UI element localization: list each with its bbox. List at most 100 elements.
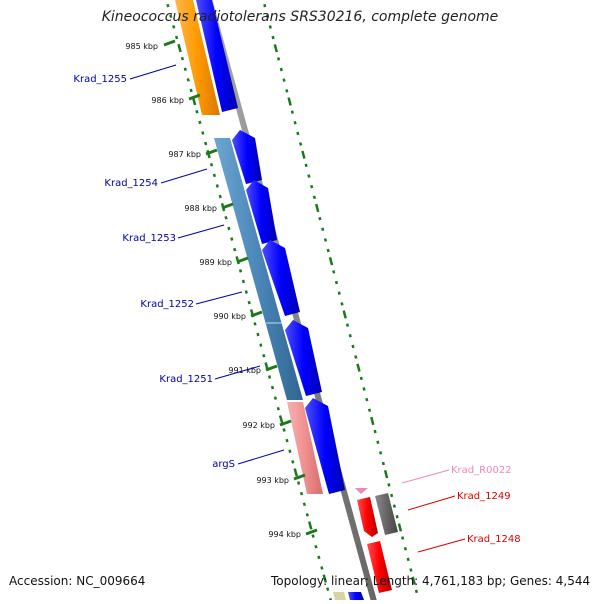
tick-dot: [279, 67, 283, 72]
gene-label-krad-1251[interactable]: Krad_1251: [159, 374, 213, 385]
tick-dot: [169, 14, 173, 19]
tick-dot: [317, 555, 321, 560]
tick-dot: [285, 89, 289, 93]
tick-dot: [305, 513, 309, 517]
tick-dot: [409, 568, 413, 572]
tick-dot: [285, 438, 289, 443]
tick-dot: [345, 323, 350, 327]
gene-label-krad-r0022[interactable]: Krad_R0022: [451, 465, 512, 476]
tick-dot: [367, 408, 372, 412]
tick-dot: [411, 576, 416, 585]
tick-dot: [328, 256, 334, 266]
tick-dot: [253, 322, 257, 326]
tick-dot: [273, 396, 278, 400]
tick-dot: [276, 57, 281, 61]
tick-dot: [298, 142, 303, 146]
tick-dot: [356, 363, 361, 372]
tick-dot: [195, 110, 199, 114]
tick-dot: [326, 587, 330, 591]
tick-dot: [290, 110, 294, 114]
tick-dot: [166, 3, 170, 8]
tick-dot: [293, 468, 299, 477]
ruler-tick: [265, 364, 278, 372]
tick-dot: [390, 493, 394, 498]
cds-arrow-krad-1253a[interactable]: [246, 180, 277, 244]
tick-dot: [397, 523, 403, 532]
tick-dot: [271, 35, 275, 40]
gene-label-krad-1254[interactable]: Krad_1254: [104, 178, 158, 189]
cds-arrow-krad-1253b[interactable]: [262, 240, 300, 316]
tick-dot: [314, 544, 318, 549]
tick-dot: [401, 536, 405, 540]
tick-dot: [406, 557, 410, 562]
tick-dot: [307, 521, 313, 530]
tick-dot: [256, 332, 260, 337]
tick-dot: [288, 449, 292, 454]
tick-dot: [291, 460, 295, 464]
cds-arrow-args[interactable]: [305, 398, 345, 494]
tick-dot: [359, 376, 363, 381]
gene-region-krad-1251-1254[interactable]: [214, 138, 303, 400]
tick-dot: [373, 429, 377, 434]
tick-dot: [270, 385, 275, 390]
leader-krad-1252: [195, 291, 243, 305]
cds-arrow-krad-1249[interactable]: [357, 497, 378, 537]
tick-dot: [378, 451, 383, 455]
gene-label-krad-1252[interactable]: Krad_1252: [140, 299, 194, 310]
tick-dot: [370, 416, 375, 426]
tick-dot: [186, 78, 190, 82]
tick-dot: [310, 184, 314, 189]
cds-arrow-krad-1248[interactable]: [367, 541, 392, 593]
gene-label-krad-1249[interactable]: Krad_1249: [457, 491, 511, 502]
tick-dot: [395, 515, 399, 519]
genome-stats-label: Topology: linear; Length: 4,761,183 bp; …: [271, 574, 591, 588]
ruler-tick: [293, 473, 306, 481]
gene-label-krad-1253[interactable]: Krad_1253: [122, 233, 176, 244]
tick-dot: [259, 343, 263, 347]
ruler-tick: [279, 419, 292, 427]
tick-dot: [238, 269, 243, 273]
gene-region-krad-1255[interactable]: [175, 0, 220, 115]
tick-dot: [414, 589, 419, 594]
tick-dot: [241, 279, 246, 284]
tick-dot: [227, 226, 231, 231]
tick-dot: [334, 280, 339, 285]
tick-dot: [293, 120, 297, 125]
cds-arrow-krad-1252[interactable]: [285, 320, 322, 396]
tick-dot: [209, 162, 214, 167]
rna-marker-krad-r0022[interactable]: [355, 488, 368, 494]
gene-region-args[interactable]: [287, 402, 323, 494]
tick-dot: [230, 237, 234, 241]
tick-dot: [215, 184, 219, 188]
tick-dot: [332, 270, 336, 274]
gene-label-args[interactable]: argS: [212, 459, 235, 470]
tick-dot: [172, 25, 176, 29]
tick-dot: [320, 566, 324, 570]
tick-dot: [247, 300, 251, 305]
tick-dot: [314, 203, 320, 213]
cds-arrow-krad-1254[interactable]: [232, 130, 262, 184]
pseudo-gene-gray[interactable]: [375, 493, 398, 535]
ruler-tick: [305, 528, 318, 536]
tick-dot: [201, 131, 205, 135]
tick-dot: [362, 387, 366, 391]
tick-dot: [302, 502, 307, 507]
tick-dot: [265, 14, 270, 19]
tick-dot: [311, 534, 315, 538]
ruler-tick-label: 987 kbp: [168, 150, 201, 159]
tick-dot: [312, 195, 317, 200]
accession-label: Accession: NC_009664: [9, 574, 146, 588]
tick-dot: [212, 173, 217, 178]
ruler-tick: [188, 93, 201, 101]
tick-dot: [323, 238, 328, 242]
gene-label-krad-1248[interactable]: Krad_1248: [467, 534, 521, 545]
tick-dot: [348, 334, 352, 338]
ruler-tick-label: 988 kbp: [184, 204, 217, 213]
cds-arrow-bottom[interactable]: [348, 592, 364, 600]
cds-arrow-krad-1255[interactable]: [196, 0, 238, 112]
gene-label-krad-1255[interactable]: Krad_1255: [73, 74, 127, 85]
tick-dot: [278, 415, 284, 424]
tick-dot: [383, 469, 389, 479]
ruler: 985 kbp 986 kbp 987 kbp 988 kbp 989 kbp …: [125, 39, 318, 539]
gene-region-bottom[interactable]: [333, 592, 346, 600]
